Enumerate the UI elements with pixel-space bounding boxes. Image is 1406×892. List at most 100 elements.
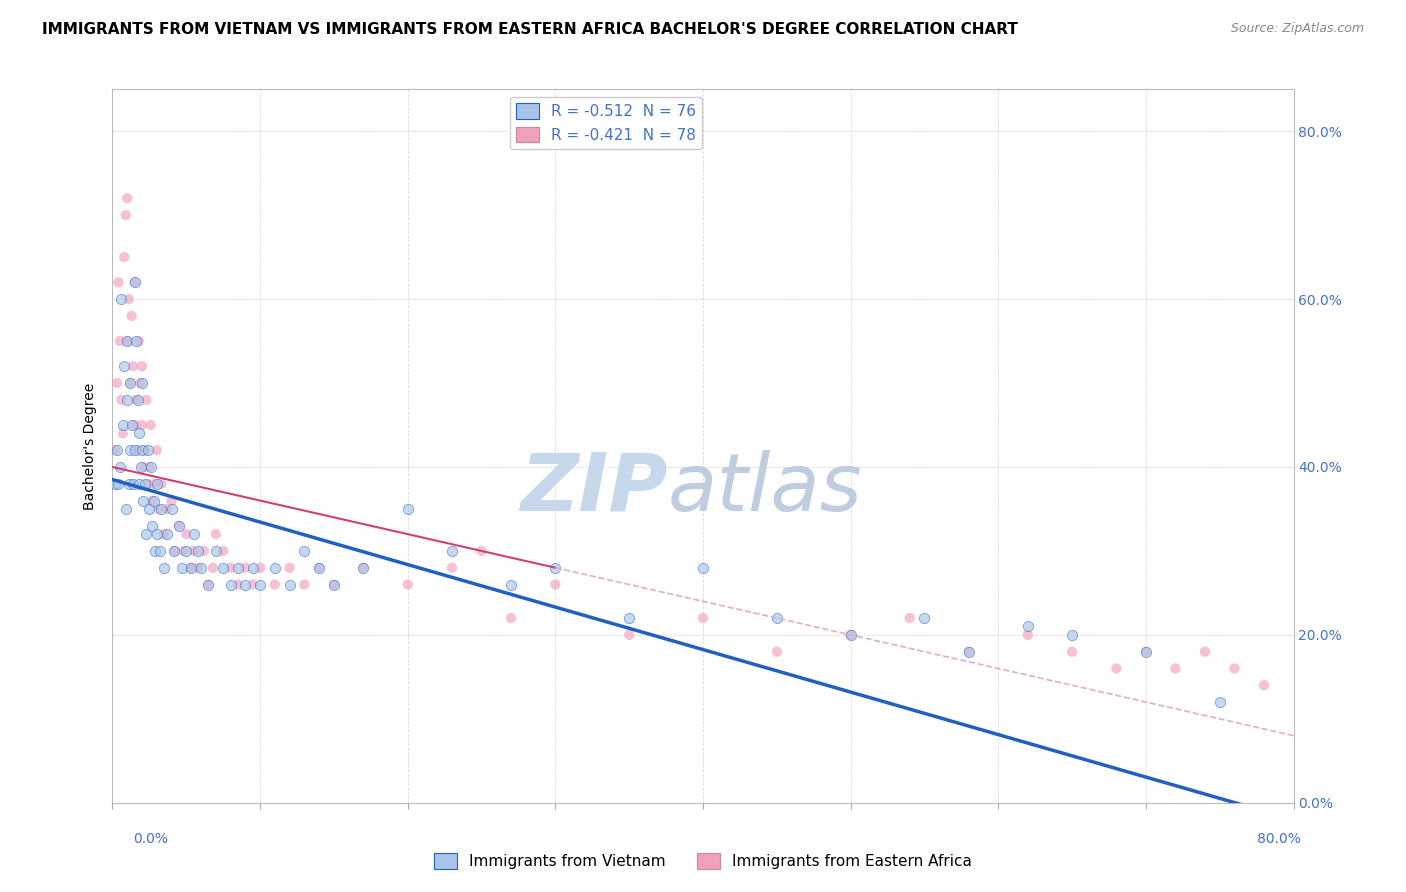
Point: [163, 544, 186, 558]
Point: [839, 628, 862, 642]
Point: [108, 460, 131, 475]
Point: [352, 560, 374, 574]
Point: [212, 544, 235, 558]
Point: [160, 493, 183, 508]
Point: [105, 376, 128, 390]
Point: [128, 426, 150, 441]
Point: [226, 577, 249, 591]
Point: [122, 359, 145, 374]
Point: [131, 443, 153, 458]
Point: [190, 560, 212, 574]
Point: [121, 309, 143, 323]
Point: [1062, 628, 1084, 642]
Point: [308, 560, 330, 574]
Point: [131, 376, 153, 390]
Point: [141, 493, 163, 508]
Legend: Immigrants from Vietnam, Immigrants from Eastern Africa: Immigrants from Vietnam, Immigrants from…: [429, 847, 977, 875]
Point: [146, 476, 169, 491]
Point: [1194, 645, 1216, 659]
Point: [187, 544, 209, 558]
Point: [957, 645, 980, 659]
Point: [323, 577, 346, 591]
Text: 0.0%: 0.0%: [134, 832, 169, 846]
Point: [1017, 619, 1039, 633]
Point: [120, 376, 142, 390]
Point: [619, 628, 641, 642]
Point: [766, 645, 789, 659]
Point: [233, 577, 256, 591]
Point: [226, 560, 249, 574]
Point: [167, 518, 190, 533]
Point: [142, 493, 165, 508]
Point: [1223, 661, 1246, 675]
Legend: R = -0.512  N = 76, R = -0.421  N = 78: R = -0.512 N = 76, R = -0.421 N = 78: [510, 97, 702, 149]
Point: [1017, 628, 1039, 642]
Point: [1208, 695, 1232, 709]
Point: [146, 443, 169, 458]
Point: [957, 645, 980, 659]
Point: [148, 502, 170, 516]
Point: [441, 560, 464, 574]
Point: [136, 476, 159, 491]
Point: [544, 560, 567, 574]
Point: [104, 443, 127, 458]
Point: [142, 476, 165, 491]
Point: [187, 560, 209, 574]
Point: [135, 527, 157, 541]
Point: [692, 560, 714, 574]
Point: [150, 476, 173, 491]
Point: [153, 560, 176, 574]
Point: [174, 527, 197, 541]
Point: [172, 544, 194, 558]
Point: [112, 250, 135, 264]
Point: [396, 502, 419, 516]
Point: [128, 476, 150, 491]
Point: [139, 417, 162, 432]
Point: [139, 460, 162, 475]
Point: [163, 544, 186, 558]
Point: [914, 611, 936, 625]
Point: [150, 502, 173, 516]
Point: [111, 417, 134, 432]
Point: [128, 334, 150, 348]
Point: [132, 460, 155, 475]
Point: [1135, 645, 1157, 659]
Y-axis label: Bachelor's Degree: Bachelor's Degree: [83, 383, 97, 509]
Point: [233, 560, 256, 574]
Point: [544, 577, 567, 591]
Point: [242, 560, 264, 574]
Point: [766, 611, 789, 625]
Point: [107, 275, 129, 289]
Point: [132, 493, 155, 508]
Point: [167, 518, 190, 533]
Point: [219, 577, 242, 591]
Point: [111, 426, 134, 441]
Point: [135, 392, 157, 407]
Point: [129, 460, 152, 475]
Point: [619, 611, 641, 625]
Point: [125, 392, 148, 407]
Point: [108, 334, 131, 348]
Point: [249, 560, 271, 574]
Point: [292, 577, 315, 591]
Point: [124, 443, 146, 458]
Point: [129, 376, 152, 390]
Point: [197, 577, 219, 591]
Point: [149, 544, 172, 558]
Text: ZIP: ZIP: [520, 450, 668, 528]
Point: [898, 611, 921, 625]
Point: [131, 359, 153, 374]
Point: [1062, 645, 1084, 659]
Point: [278, 577, 301, 591]
Point: [124, 275, 146, 289]
Text: Source: ZipAtlas.com: Source: ZipAtlas.com: [1230, 22, 1364, 36]
Point: [143, 544, 166, 558]
Point: [201, 560, 224, 574]
Point: [249, 577, 271, 591]
Point: [193, 544, 215, 558]
Point: [134, 443, 156, 458]
Point: [183, 527, 205, 541]
Point: [124, 275, 146, 289]
Point: [156, 527, 179, 541]
Point: [156, 502, 179, 516]
